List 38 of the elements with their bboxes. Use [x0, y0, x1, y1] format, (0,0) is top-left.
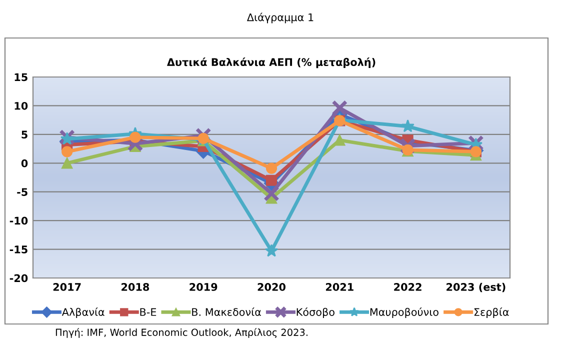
x-tick-label: 2023 (est) [446, 282, 506, 292]
point [266, 162, 278, 174]
y-tick-label: -15 [10, 246, 28, 254]
y-tick-label: -20 [10, 274, 28, 282]
chart-title: Δυτικά Βαλκάνια ΑΕΠ (% μεταβολή) [166, 58, 376, 68]
text: Πηγή: IMF, World Economic Outlook, Απρίλιος 2023. [56, 328, 308, 338]
point [59, 129, 76, 146]
y-tick-label: -10 [10, 216, 28, 225]
legend-label: Κόσοβο [296, 307, 334, 318]
y-tick-label: 0 [21, 159, 28, 168]
point [266, 174, 278, 186]
legend-label: Αλβανία [62, 307, 104, 318]
point [401, 119, 414, 132]
y-tick-label: 5 [22, 130, 28, 139]
point [400, 138, 416, 154]
x-tick-label: 2018 [122, 283, 150, 291]
point [332, 100, 348, 116]
point [264, 186, 280, 202]
y-tick-label: 15 [14, 73, 28, 82]
x-tick-label: 2021 [326, 283, 354, 291]
point [334, 134, 346, 146]
point [195, 128, 212, 144]
legend-label: Μαυροβούνιο [370, 307, 438, 318]
point [264, 244, 278, 257]
point [62, 146, 73, 158]
legend-label: Β-Ε [140, 308, 156, 316]
point [62, 158, 73, 169]
x-tick-label: 2022 [394, 283, 422, 291]
legend-label: Β. Μακεδονία [192, 307, 261, 316]
x-tick-label: 2019 [190, 283, 218, 291]
text: Διάγραμμα 1 [246, 12, 314, 24]
x-tick-label: 2017 [53, 283, 81, 291]
y-tick-label: 10 [14, 102, 28, 110]
y-tick-label: -5 [17, 188, 28, 196]
legend-label: Σερβία [474, 307, 509, 318]
x-tick-label: 2020 [258, 283, 286, 291]
point [60, 132, 74, 145]
point [130, 132, 141, 143]
